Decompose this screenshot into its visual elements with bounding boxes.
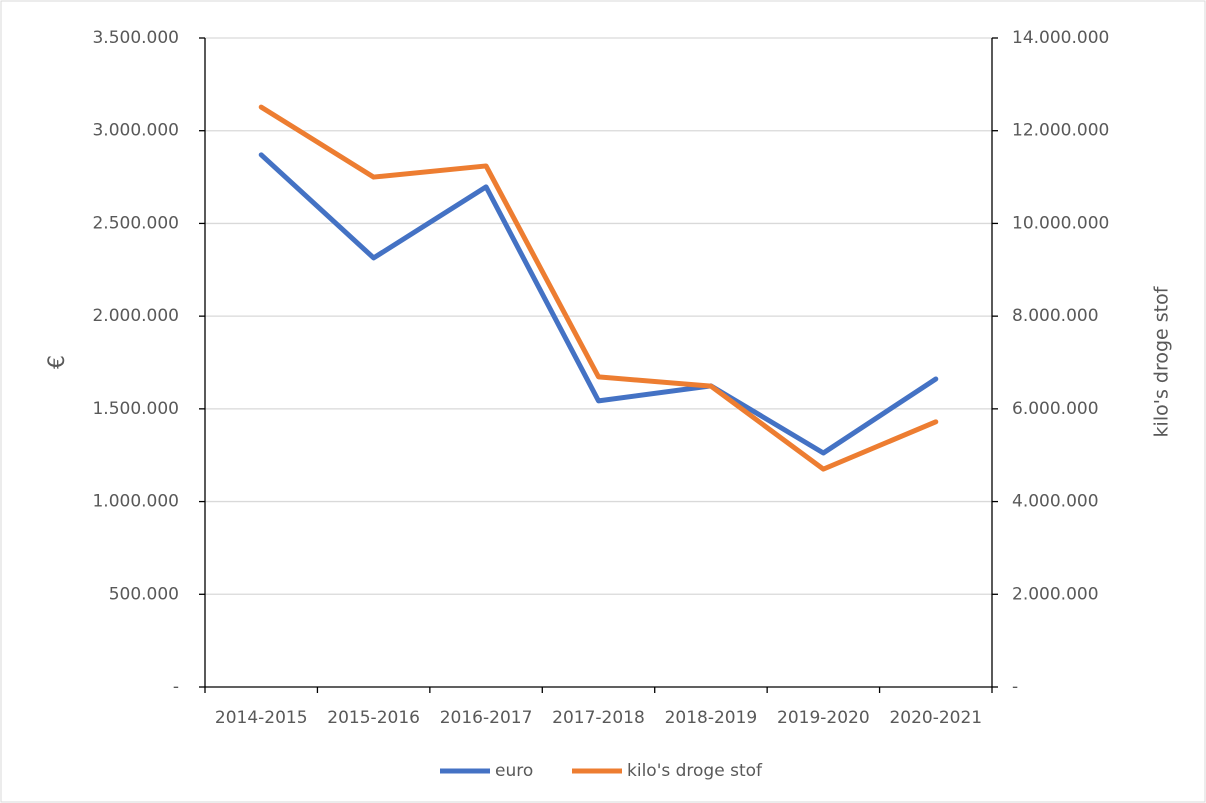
y2-tick-label: 2.000.000 [1012,584,1099,604]
y2-tick-label: - [1012,677,1018,697]
x-tick-label: 2019-2020 [777,708,870,728]
series-line [258,152,939,456]
series-line [258,104,939,472]
y-tick-label: 2.500.000 [92,213,179,233]
y2-tick-label: 10.000.000 [1012,213,1109,233]
y-tick-label: 2.000.000 [92,306,179,326]
y-tick-label: - [173,677,179,697]
y2-tick-label: 14.000.000 [1012,28,1109,48]
y2-tick-label: 4.000.000 [1012,492,1099,512]
y-tick-label: 500.000 [109,584,179,604]
y-tick-label: 1.000.000 [92,492,179,512]
y2-axis-label: kilo's droge stof [1151,285,1173,437]
y-tick-label: 1.500.000 [92,399,179,419]
legend-label: euro [495,761,533,781]
y-tick-label: 3.500.000 [92,28,179,48]
x-tick-label: 2018-2019 [665,708,758,728]
x-tick-label: 2016-2017 [440,708,533,728]
x-tick-label: 2020-2021 [889,708,982,728]
x-tick-label: 2017-2018 [552,708,645,728]
x-tick-label: 2014-2015 [215,708,308,728]
x-tick-label: 2015-2016 [327,708,420,728]
y2-tick-label: 6.000.000 [1012,399,1099,419]
y-tick-label: 3.000.000 [92,121,179,141]
legend-label: kilo's droge stof [627,761,763,781]
y-axis-label: € [45,355,70,369]
y2-tick-label: 12.000.000 [1012,121,1109,141]
y2-tick-label: 8.000.000 [1012,306,1099,326]
